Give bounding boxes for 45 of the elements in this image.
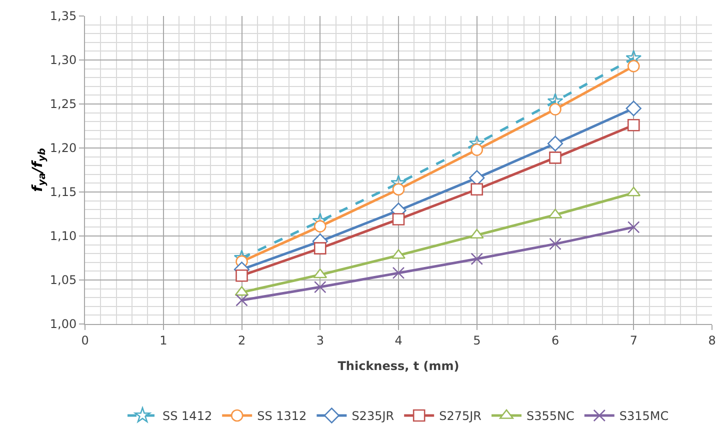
point xyxy=(470,228,484,239)
x-tick-label: 7 xyxy=(630,333,638,348)
x-tick-label: 6 xyxy=(551,333,560,348)
x-tick-label: 8 xyxy=(708,333,716,348)
x-tick-label: 0 xyxy=(81,333,89,348)
legend-label: S315MC xyxy=(619,409,669,424)
y-tick-label: 1,35 xyxy=(50,9,77,24)
x-tick-label: 5 xyxy=(473,333,481,348)
x-axis-title: Thickness, t (mm) xyxy=(338,359,460,373)
legend-label: SS 1312 xyxy=(257,409,307,424)
point xyxy=(549,103,562,116)
point xyxy=(549,238,562,250)
x-tick-label: 2 xyxy=(238,333,246,348)
point xyxy=(236,294,248,306)
point xyxy=(547,136,564,152)
point xyxy=(392,183,405,196)
y-tick-label: 1,30 xyxy=(50,53,77,68)
y-tick-label: 1,25 xyxy=(50,97,77,112)
point xyxy=(392,249,406,259)
point xyxy=(470,252,484,266)
x-tick-label: 3 xyxy=(316,333,324,348)
y-tick-label: 1,10 xyxy=(50,229,77,244)
point xyxy=(549,152,562,164)
y-tick-label: 1,05 xyxy=(50,273,77,288)
y-tick-label: 1,15 xyxy=(50,185,77,200)
point xyxy=(314,242,326,254)
point xyxy=(626,100,642,116)
point xyxy=(392,213,405,226)
point xyxy=(314,280,326,294)
point xyxy=(236,269,248,282)
legend-label: S235JR xyxy=(352,409,394,424)
legend-label: S355NC xyxy=(526,409,574,424)
point xyxy=(470,183,484,196)
point xyxy=(470,144,484,156)
point xyxy=(627,60,640,72)
y-tick-label: 1,00 xyxy=(50,317,77,332)
point xyxy=(314,220,326,232)
point xyxy=(392,266,405,280)
x-tick-label: 1 xyxy=(160,333,168,348)
legend-label: SS 1412 xyxy=(162,409,212,424)
y-tick-label: 1,20 xyxy=(50,141,77,156)
x-tick-label: 4 xyxy=(394,333,402,348)
point xyxy=(627,221,640,234)
legend-label: S275JR xyxy=(439,409,482,424)
point xyxy=(627,118,640,132)
